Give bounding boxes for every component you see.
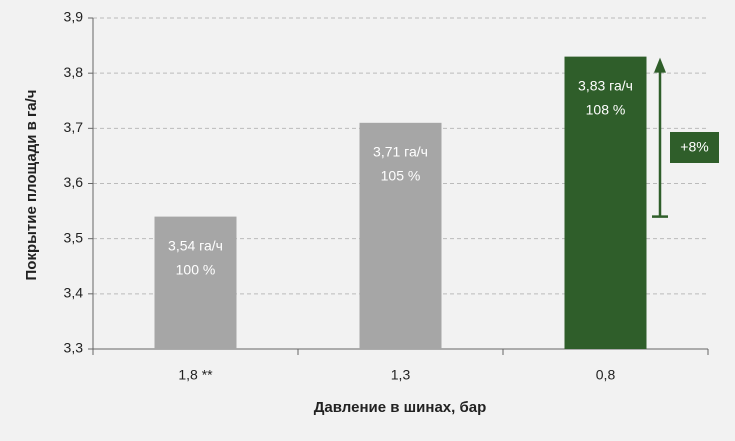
y-tick-label: 3,7 [64,119,84,135]
y-tick-label: 3,8 [64,64,84,80]
x-tick-label: 1,3 [391,367,411,383]
x-tick-label: 1,8 ** [178,367,213,383]
percent-label: 108 % [586,101,626,117]
y-tick-label: 3,3 [64,340,84,356]
annotation-label: +8% [680,139,708,155]
y-axis-label: Покрытие площади в га/ч [23,89,40,280]
percent-label: 105 % [381,168,421,184]
annotation-box [670,132,719,163]
bar [564,56,647,349]
x-tick-label: 0,8 [596,367,616,383]
percent-label: 100 % [176,261,216,277]
y-tick-label: 3,5 [64,229,84,245]
value-label: 3,71 га/ч [373,144,428,160]
x-axis-label: Давление в шинах, бар [314,399,486,416]
y-tick-label: 3,6 [64,174,84,190]
bar [359,122,442,349]
bar [154,216,237,349]
value-label: 3,83 га/ч [578,77,633,93]
y-tick-label: 3,9 [64,9,84,25]
value-label: 3,54 га/ч [168,237,223,253]
annotation-arrowhead [654,57,666,73]
y-tick-label: 3,4 [64,285,84,301]
